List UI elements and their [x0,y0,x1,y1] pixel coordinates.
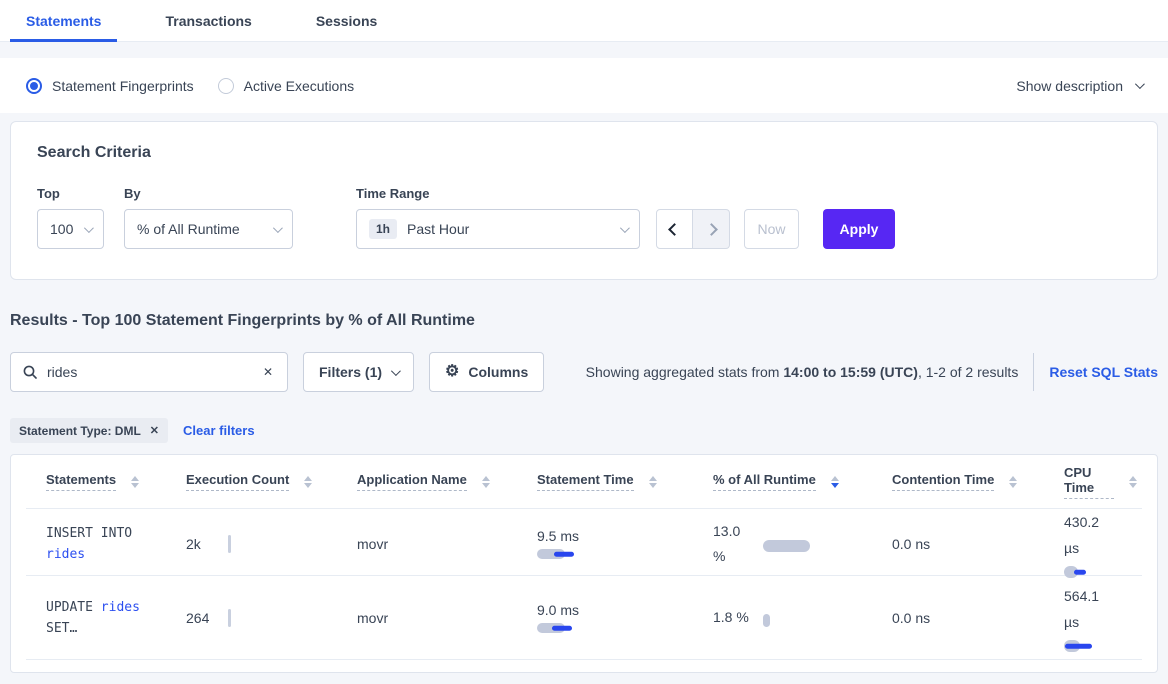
application-name-cell: movr [357,609,389,626]
col-header-application-name[interactable]: Application Name [357,472,537,491]
aggregated-stats-text: Showing aggregated stats from 14:00 to 1… [585,364,1019,380]
time-range-label: Time Range [356,186,430,201]
divider [1033,353,1035,391]
chevron-right-icon [704,222,718,236]
clear-search-icon[interactable]: ✕ [262,365,273,379]
runtime-pct-cell: 1.8 % [713,605,892,630]
search-icon [23,365,37,379]
show-description-toggle[interactable]: Show description [1016,78,1145,94]
statements-table: Statements Execution Count Application N… [10,454,1158,673]
time-prev-button[interactable] [656,209,693,249]
cpu-time-bar [1064,566,1086,578]
gear-icon: ⚙ [445,363,460,380]
statement-link[interactable]: rides [46,546,86,562]
tab-transactions[interactable]: Transactions [165,12,252,29]
chevron-down-icon [390,365,401,376]
divider [26,659,1142,660]
filter-chip-statement-type[interactable]: Statement Type: DML ✕ [10,418,169,443]
filter-chips-row: Statement Type: DML ✕ Clear filters [10,418,1158,443]
chevron-down-icon [83,222,94,233]
time-next-button[interactable] [693,209,730,249]
radio-statement-fingerprints[interactable]: Statement Fingerprints [26,77,194,94]
application-name-cell: movr [357,535,389,552]
statement-fingerprint-cell: INSERT INTO rides [46,525,140,562]
time-range-badge: 1h [369,219,398,239]
statement-time-bar [537,549,574,559]
statement-time-cell: 9.5 ms [537,528,713,559]
sort-icon[interactable] [304,475,313,488]
chevron-left-icon [668,222,681,236]
runtime-pct-cell: 13.0 % [713,519,892,569]
filters-button[interactable]: Filters (1) [303,352,415,392]
statement-time-bar [537,623,572,633]
chevron-down-icon [1134,79,1145,90]
apply-button[interactable]: Apply [823,209,895,249]
sort-icon[interactable] [1129,475,1137,488]
view-toggle-row: Statement Fingerprints Active Executions… [0,58,1168,113]
table-row: UPDATE rides SET… 264 movr 9.0 ms 1.8 % … [11,576,1157,659]
contention-time-cell: 0.0 ns [892,609,931,626]
time-nav-group [656,209,730,249]
tab-sessions[interactable]: Sessions [315,12,378,29]
now-button[interactable]: Now [744,209,799,249]
execution-count-bar [228,534,231,553]
chevron-down-icon [272,222,283,233]
radio-selected-icon [26,77,42,94]
contention-time-cell: 0.0 ns [892,535,931,552]
table-header-row: Statements Execution Count Application N… [11,455,1157,508]
sort-icon[interactable] [648,475,657,488]
cpu-time-cell: 564.1 µs [1064,583,1137,652]
columns-button[interactable]: ⚙ Columns [429,352,545,392]
top-select[interactable]: 100 [37,209,104,249]
sql-activity-tabbar: Statements Transactions Sessions [0,0,1168,42]
statement-link[interactable]: rides [100,599,140,615]
sort-icon[interactable] [481,475,490,488]
statement-fingerprint-cell: UPDATE rides SET… [46,599,148,636]
runtime-pct-bar [763,613,770,627]
by-select[interactable]: % of All Runtime [124,209,293,249]
execution-count-bar [228,608,231,627]
divider [26,508,1142,509]
time-range-select[interactable]: 1h Past Hour [356,209,640,249]
table-row: INSERT INTO rides 2k movr 9.5 ms 13.0 % … [11,509,1157,578]
search-criteria-title: Search Criteria [37,144,151,161]
close-icon[interactable]: ✕ [149,425,160,437]
execution-count-cell: 264 [186,608,357,627]
col-header-execution-count[interactable]: Execution Count [186,472,357,491]
sort-icon[interactable] [1009,475,1018,488]
execution-count-cell: 2k [186,534,357,553]
by-label: By [124,186,141,201]
sort-icon[interactable] [131,475,140,488]
statement-search-box[interactable]: ✕ [10,352,288,392]
col-header-statements[interactable]: Statements [46,472,186,491]
col-header-statement-time[interactable]: Statement Time [537,472,713,491]
results-heading: Results - Top 100 Statement Fingerprints… [10,312,475,329]
radio-active-executions[interactable]: Active Executions [217,77,355,94]
results-controls-row: ✕ Filters (1) ⚙ Columns Showing aggregat… [10,352,1158,392]
radio-label: Active Executions [243,77,355,94]
top-label: Top [37,186,60,201]
col-header-contention-time[interactable]: Contention Time [892,472,1064,491]
divider [26,575,1142,576]
tab-statements[interactable]: Statements [10,0,118,42]
radio-label: Statement Fingerprints [52,77,194,94]
search-input[interactable] [47,364,261,380]
cpu-time-bar [1064,640,1092,652]
runtime-pct-bar [763,540,810,552]
clear-filters-link[interactable]: Clear filters [183,423,255,438]
radio-unselected-icon [217,77,234,94]
statement-time-cell: 9.0 ms [537,602,713,633]
sort-icon-active-desc[interactable] [830,475,839,488]
col-header-cpu-time[interactable]: CPU Time [1064,465,1137,499]
chevron-down-icon [619,222,630,233]
reset-sql-stats-link[interactable]: Reset SQL Stats [1049,364,1158,380]
cpu-time-cell: 430.2 µs [1064,509,1137,578]
col-header-runtime-pct[interactable]: % of All Runtime [713,472,892,491]
search-criteria-card: Search Criteria Top 100 By % of All Runt… [10,121,1158,280]
